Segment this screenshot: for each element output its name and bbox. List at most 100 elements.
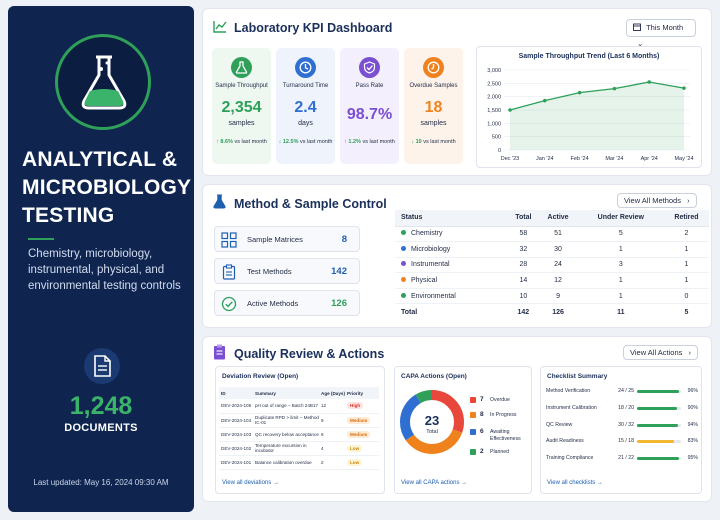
y-tick-label: 1,000 [487, 121, 501, 127]
kpi-change: ↓ 10 vs last month [404, 139, 463, 145]
period-select-label: This Month [646, 23, 684, 32]
deviation-summary: pH out of range – Batch 24B17 [253, 399, 319, 414]
column-header: Under Review [577, 210, 664, 227]
y-tick-label: 500 [492, 135, 501, 141]
kpi-change-value: 1.2% [348, 139, 361, 145]
shield-check-icon [363, 61, 376, 74]
view-all-methods-button[interactable]: View All Methods › [617, 193, 697, 208]
table-row[interactable]: Instrumental 28 24 3 1 [395, 257, 709, 274]
view-all-checklists-link[interactable]: View all checklists → [547, 480, 603, 486]
table-cell: 14 [508, 272, 539, 289]
view-all-actions-button[interactable]: View All Actions › [623, 345, 698, 360]
donut-slice [400, 390, 464, 454]
table-cell: 5 [577, 226, 664, 243]
kpi-value: 2,354 [221, 99, 262, 116]
table-cell: 28 [508, 257, 539, 274]
table-cell: 0 [663, 288, 709, 305]
checklist-label: Audit Readiness [546, 438, 584, 444]
table-cell: 5 [684, 308, 689, 316]
y-tick-label: 2,500 [487, 81, 501, 87]
table-row[interactable]: DEV-2024-105 pH out of range – Batch 24B… [219, 399, 379, 414]
kpi-change-suffix: vs last month [423, 139, 456, 145]
deviation-id: DEV-2024-102 [219, 441, 253, 456]
checklist-item[interactable]: Instrument Calibration 18 / 20 90% [546, 404, 700, 414]
checklist-progress-fill [637, 407, 677, 410]
method-item-test-methods[interactable]: Test Methods 142 [214, 258, 360, 284]
view-all-capa-link[interactable]: View all CAPA actions → [401, 480, 467, 486]
legend-label: Planned [490, 449, 510, 455]
legend-swatch [470, 412, 476, 418]
priority-cell: Medium [345, 413, 379, 428]
table-row[interactable]: DEV-2024-101 Balance calibration overdue… [219, 455, 379, 470]
deviation-id: DEV-2024-101 [219, 455, 253, 470]
deviation-summary: Balance calibration overdue [253, 455, 319, 470]
checklist-panel: Checklist Summary View all checklists → [540, 366, 702, 494]
table-cell: 1 [663, 272, 709, 289]
y-tick-label: 1,500 [487, 108, 501, 114]
x-tick-label: Feb '24 [571, 156, 589, 162]
kpi-tile-turnaround[interactable]: Turnaround Time 2.4 days ↓ 12.5% vs last… [276, 48, 335, 164]
legend-value: 6 [480, 428, 484, 435]
checklist-percent: 95% [687, 455, 698, 461]
method-item-active-methods[interactable]: Active Methods 126 [214, 290, 360, 316]
table-cell: 142 [517, 308, 530, 316]
method-item-label: Sample Matrices [247, 235, 303, 244]
down-arrow-icon: ↓ [278, 139, 282, 145]
priority-badge: High [347, 402, 364, 410]
table-cell: 1 [577, 288, 664, 305]
priority-badge: Medium [347, 430, 371, 438]
checklist-label: Instrument Calibration [546, 405, 597, 411]
method-item-sample-matrices[interactable]: Sample Matrices 8 [214, 226, 360, 252]
priority-cell: Medium [345, 427, 379, 442]
checklist-progress-bar [637, 407, 681, 410]
checklist-item[interactable]: Training Compliance 21 / 22 95% [546, 454, 700, 464]
view-all-checklists-label: View all checklists [547, 480, 596, 486]
table-row[interactable]: DEV-2024-102 Temperature excursion in in… [219, 441, 379, 456]
kpi-value: 2.4 [294, 99, 317, 116]
kpi-tiles: Sample Throughput 2,354 samples ↑ 8.6% v… [212, 0, 464, 170]
checklist-progress-bar [637, 457, 681, 460]
data-point [543, 98, 547, 103]
sidebar-title: ANALYTICAL & MICROBIOLOGY TESTING [22, 148, 191, 227]
kpi-tile-pass-rate[interactable]: Pass Rate 98.7% ↑ 1.2% vs last month [340, 48, 399, 164]
checklist-item[interactable]: QC Review 30 / 32 94% [546, 421, 700, 431]
checklist-item[interactable]: Method Verification 24 / 25 96% [546, 387, 700, 397]
table-cell: 1 [663, 241, 709, 258]
table-row[interactable]: Physical 14 12 1 1 [395, 272, 709, 289]
table-cell: 1 [577, 272, 664, 289]
table-row[interactable]: DEV-2024-103 QC recovery below acceptanc… [219, 427, 379, 442]
y-tick-label: 2,000 [487, 95, 501, 101]
kpi-change-suffix: vs last month [300, 139, 333, 145]
row-name: Chemistry [411, 230, 443, 238]
kpi-change: ↑ 1.2% vs last month [340, 139, 399, 145]
column-header: Total [508, 210, 539, 227]
data-point [647, 80, 651, 84]
up-arrow-icon: ↑ [216, 139, 219, 145]
table-cell: 9 [538, 288, 578, 305]
kpi-tile-overdue[interactable]: Overdue Samples 18 samples ↓ 10 vs last … [404, 48, 463, 164]
checklist-item[interactable]: Audit Readiness 15 / 18 83% [546, 437, 700, 447]
view-all-actions-label: View All Actions [630, 348, 683, 357]
period-select-button[interactable]: This Month ⌄ [626, 19, 696, 48]
legend-value: 7 [480, 396, 484, 403]
chevron-right-icon: › [688, 348, 691, 357]
table-total-row: Total 142 126 11 5 [395, 304, 709, 320]
checklist-label: QC Review [546, 422, 573, 428]
view-all-deviations-link[interactable]: View all deviations → [222, 480, 279, 486]
checklist-percent: 90% [687, 405, 698, 411]
checklist-progress-fill [637, 440, 674, 443]
table-row[interactable]: Microbiology 32 30 1 1 [395, 241, 709, 258]
method-title: Method & Sample Control [234, 197, 387, 211]
table-row[interactable]: Environmental 10 9 1 0 [395, 288, 709, 305]
capa-total: 23 [424, 413, 440, 428]
status-dot [401, 245, 406, 251]
method-item-value: 142 [331, 266, 347, 277]
kpi-tile-throughput[interactable]: Sample Throughput 2,354 samples ↑ 8.6% v… [212, 48, 271, 164]
documents-count: 1,248 [69, 392, 133, 420]
calendar-icon [633, 23, 641, 31]
table-row[interactable]: DEV-2024-104 Duplicate RPD > limit – Met… [219, 413, 379, 428]
table-cell: 10 [508, 288, 539, 305]
kpi-unit: days [298, 120, 313, 127]
legend-swatch [470, 397, 476, 403]
table-row[interactable]: Chemistry 58 51 5 2 [395, 226, 709, 243]
